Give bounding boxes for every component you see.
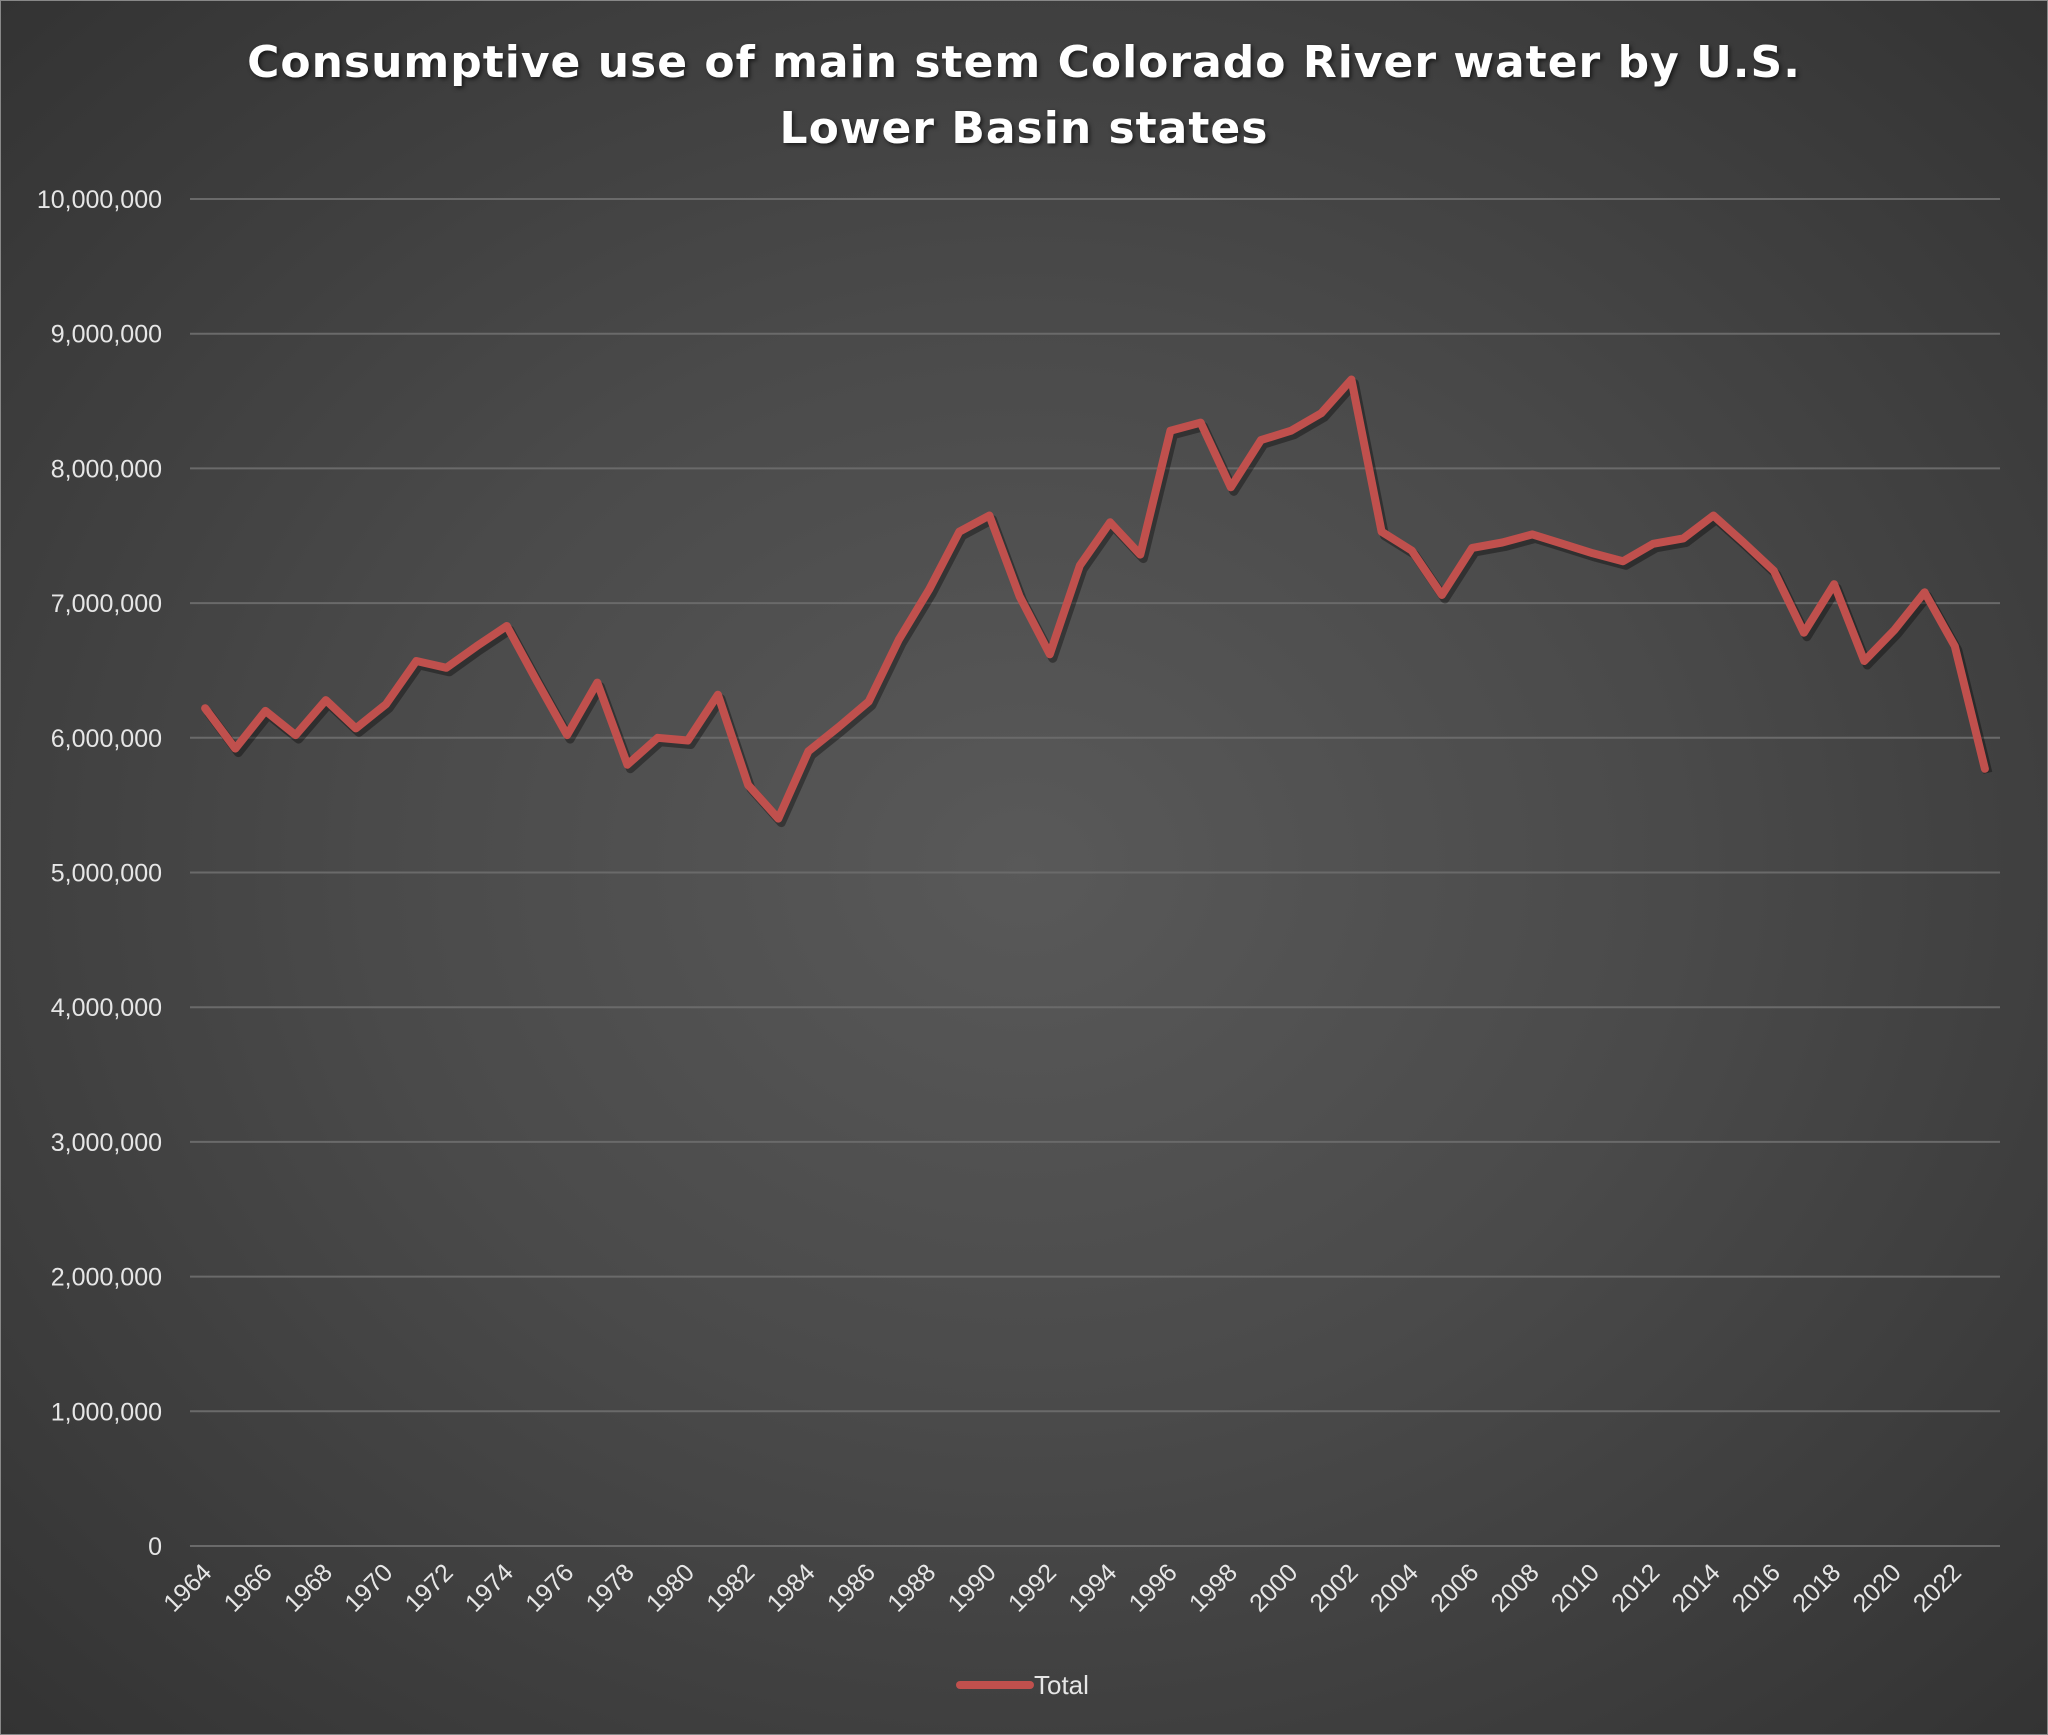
x-tick-label: 1968: [279, 1558, 338, 1617]
x-tick-label: 2004: [1365, 1558, 1424, 1617]
y-tick-label: 2,000,000: [51, 1264, 162, 1292]
x-tick-label: 2012: [1606, 1558, 1665, 1617]
x-tick-label: 1988: [882, 1558, 941, 1617]
series-line-total: [201, 375, 1989, 823]
y-tick-label: 0: [148, 1533, 162, 1561]
x-tick-label: 1972: [400, 1558, 459, 1617]
y-tick-label: 7,000,000: [51, 590, 162, 618]
x-tick-label: 1980: [641, 1558, 700, 1617]
series-line-shadow: [204, 379, 1993, 828]
x-tick-label: 1978: [581, 1558, 640, 1617]
x-tick-label: 2006: [1425, 1558, 1484, 1617]
x-tick-label: 2022: [1908, 1558, 1967, 1617]
y-tick-label: 9,000,000: [51, 321, 162, 349]
x-tick-label: 1982: [701, 1558, 760, 1617]
x-tick-label: 1970: [339, 1558, 398, 1617]
y-tick-label: 8,000,000: [51, 455, 162, 483]
y-tick-label: 5,000,000: [51, 860, 162, 888]
chart-title-line-2: Lower Basin states: [779, 103, 1269, 154]
x-tick-label: 1998: [1184, 1558, 1243, 1617]
chart-title-line-1: Consumptive use of main stem Colorado Ri…: [247, 37, 1801, 88]
x-tick-label: 1994: [1063, 1558, 1122, 1617]
x-tick-label: 2008: [1486, 1558, 1545, 1617]
x-tick-label: 1986: [822, 1558, 881, 1617]
x-tick-label: 1966: [219, 1558, 278, 1617]
x-tick-label: 2014: [1667, 1558, 1726, 1617]
y-tick-label: 4,000,000: [51, 994, 162, 1022]
x-tick-label: 1992: [1003, 1558, 1062, 1617]
legend-label: Total: [1034, 1670, 1089, 1700]
y-tick-label: 1,000,000: [51, 1398, 162, 1426]
x-tick-label: 2020: [1848, 1558, 1907, 1617]
x-tick-label: 1996: [1124, 1558, 1183, 1617]
x-tick-label: 2018: [1787, 1558, 1846, 1617]
x-tick-label: 2010: [1546, 1558, 1605, 1617]
x-tick-label: 2000: [1244, 1558, 1303, 1617]
x-tick-label: 1974: [460, 1558, 519, 1617]
x-tick-label: 1990: [943, 1558, 1002, 1617]
chart-title: Consumptive use of main stem Colorado Ri…: [0, 30, 2048, 162]
x-tick-label: 1964: [158, 1558, 217, 1617]
y-tick-label: 10,000,000: [37, 186, 162, 214]
x-tick-label: 1976: [520, 1558, 579, 1617]
y-tick-label: 6,000,000: [51, 725, 162, 753]
x-tick-label: 2002: [1305, 1558, 1364, 1617]
x-tick-label: 1984: [762, 1558, 821, 1617]
y-tick-label: 3,000,000: [51, 1129, 162, 1157]
x-tick-label: 2016: [1727, 1558, 1786, 1617]
